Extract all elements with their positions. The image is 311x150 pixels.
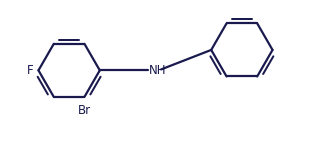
Text: F: F bbox=[27, 64, 34, 77]
Text: Br: Br bbox=[78, 104, 91, 117]
Text: NH: NH bbox=[149, 64, 166, 77]
